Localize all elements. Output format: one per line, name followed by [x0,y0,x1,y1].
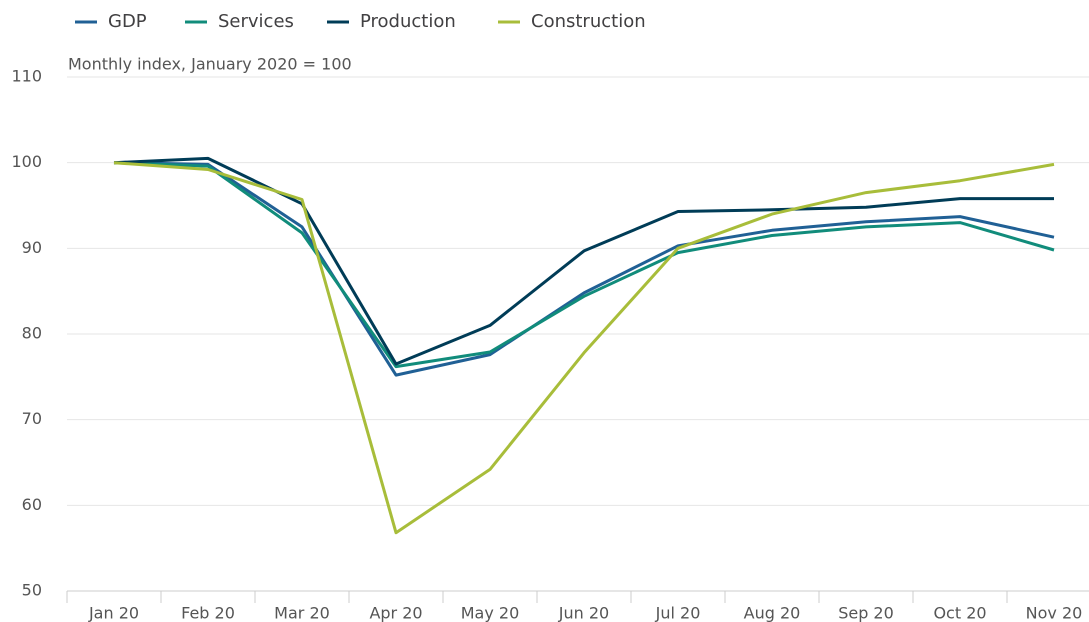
x-tick-label: Jan 20 [88,604,139,622]
x-tick-label: Apr 20 [369,604,422,622]
x-tick-label: Aug 20 [744,604,801,622]
legend-label: Services [218,11,294,32]
series-line [113,161,1055,377]
y-tick-label: 110 [11,67,42,86]
y-tick-label: 60 [22,495,42,514]
x-tick-label: Nov 20 [1026,604,1083,622]
legend-label: GDP [108,11,147,32]
series-line [113,161,1055,369]
x-tick-label: Jun 20 [558,604,609,622]
y-tick-label: 70 [22,409,42,428]
x-tick-label: Jul 20 [655,604,701,622]
y-tick-label: 90 [22,238,42,257]
legend-label: Production [360,11,456,32]
x-tick-label: Feb 20 [181,604,235,622]
x-tick-label: Mar 20 [274,604,330,622]
series-line [113,156,1054,366]
legend-label: Construction [531,11,646,32]
y-tick-label: 50 [22,581,42,600]
x-tick-label: Sep 20 [838,604,894,622]
y-tick-label: 100 [11,152,42,171]
series-line [113,161,1055,535]
x-tick-label: May 20 [461,604,520,622]
x-tick-label: Oct 20 [933,604,986,622]
chart-subtitle: Monthly index, January 2020 = 100 [68,55,352,74]
y-tick-label: 80 [22,324,42,343]
